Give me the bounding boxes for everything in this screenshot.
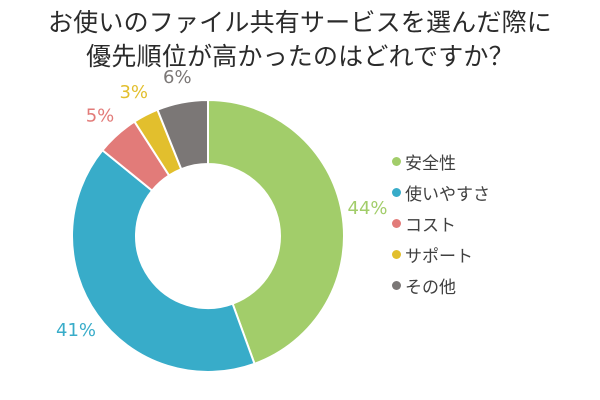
legend-item-other: その他 [392,270,582,301]
legend-label: 使いやすさ [405,185,490,205]
legend-label: その他 [405,278,456,298]
legend-swatch [392,219,401,228]
legend-swatch [392,250,401,259]
legend-label: 安全性 [405,154,456,174]
legend-swatch [392,188,401,197]
legend-swatch [392,157,401,166]
data-label-other: 6% [163,67,192,88]
legend-label: サポート [405,247,473,267]
legend-item-usability: 使いやすさ [392,177,582,208]
chart-title-line-1: お使いのファイル共有サービスを選んだ際に [47,8,552,37]
chart-legend: 安全性 使いやすさ コスト サポート その他 [392,146,582,301]
slice-usability [71,148,256,373]
legend-item-safety: 安全性 [392,146,582,177]
slice-other [156,98,209,171]
data-label-usability: 41% [56,320,96,341]
legend-item-support: サポート [392,239,582,270]
slice-safety [207,98,345,366]
legend-item-cost: コスト [392,208,582,239]
data-label-cost: 5% [86,105,115,126]
legend-swatch [392,281,401,290]
legend-label: コスト [405,216,456,236]
data-label-safety: 44% [348,198,388,219]
chart-title: お使いのファイル共有サービスを選んだ際に 優先順位が高かったのはどれですか？ [0,6,600,74]
data-label-support: 3% [119,82,148,103]
chart-title-line-2: 優先順位が高かったのはどれですか？ [86,42,514,71]
